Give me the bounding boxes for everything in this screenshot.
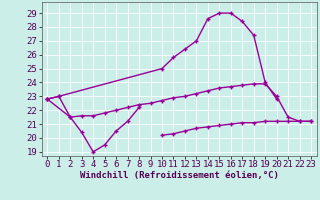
X-axis label: Windchill (Refroidissement éolien,°C): Windchill (Refroidissement éolien,°C)	[80, 171, 279, 180]
